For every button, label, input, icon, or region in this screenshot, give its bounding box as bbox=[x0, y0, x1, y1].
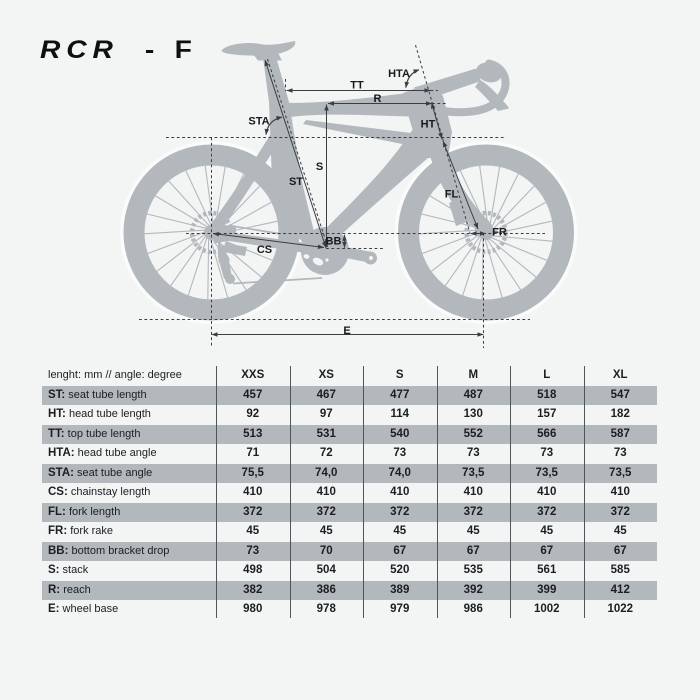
svg-text:E: E bbox=[343, 325, 350, 337]
svg-text:BB: BB bbox=[326, 236, 342, 248]
svg-text:CS: CS bbox=[257, 244, 272, 256]
svg-text:TT: TT bbox=[350, 80, 364, 92]
svg-text:R: R bbox=[374, 93, 382, 105]
svg-text:FL: FL bbox=[445, 189, 459, 201]
svg-text:HT: HT bbox=[421, 119, 436, 131]
svg-text:HTA: HTA bbox=[388, 68, 410, 80]
svg-text:STA: STA bbox=[248, 116, 269, 128]
svg-text:ST: ST bbox=[289, 176, 303, 188]
svg-text:S: S bbox=[316, 161, 323, 173]
svg-text:FR: FR bbox=[492, 227, 507, 239]
